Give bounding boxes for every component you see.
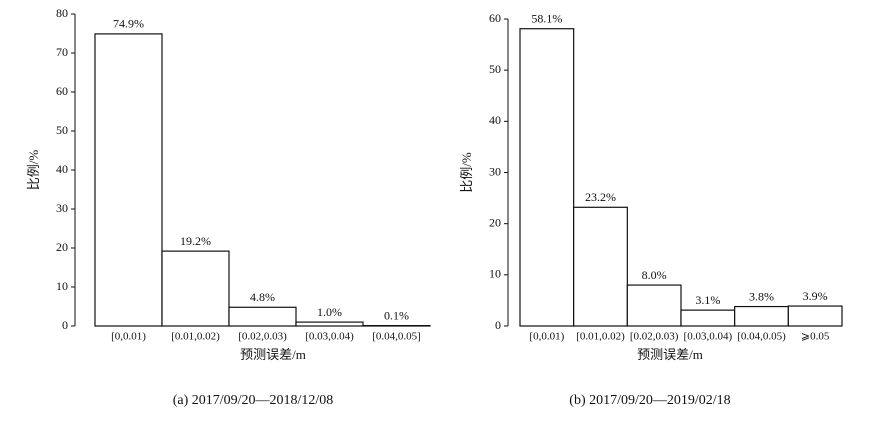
bar: [161, 250, 230, 327]
bar: [94, 33, 163, 327]
bar: [573, 206, 628, 327]
y-tick-label: 50: [56, 123, 68, 137]
value-label: 19.2%: [180, 234, 211, 248]
value-label: 23.2%: [585, 190, 616, 204]
value-label: 0.1%: [384, 308, 409, 322]
bar: [787, 305, 843, 327]
bar: [680, 309, 736, 327]
value-label: 58.1%: [531, 11, 562, 25]
y-tick-label: 40: [489, 113, 501, 127]
y-tick-label: 30: [56, 201, 68, 215]
bar: [734, 305, 789, 327]
y-tick-label: 40: [56, 162, 68, 176]
y-tick-label: 20: [56, 240, 68, 254]
bar: [228, 306, 297, 327]
value-label: 4.8%: [250, 290, 275, 304]
y-tick-label: 80: [56, 6, 68, 20]
caption: (a) 2017/09/20—2018/12/08: [173, 393, 334, 408]
bar: [626, 284, 682, 327]
y-axis-label: 比例/%: [459, 152, 474, 193]
caption: (b) 2017/09/20—2019/02/18: [569, 393, 730, 408]
x-tick-label: [0.03,0.04): [305, 331, 354, 343]
y-tick-label: 50: [489, 62, 501, 76]
x-tick-label: [0.02,0.03): [630, 331, 679, 343]
y-tick-label: 10: [56, 279, 68, 293]
x-tick-label: [0.01,0.02): [576, 331, 625, 343]
value-label: 3.8%: [749, 289, 774, 303]
y-tick-label: 0: [62, 318, 68, 332]
x-tick-label: [0.03,0.04): [684, 331, 733, 343]
x-tick-label: [0.01,0.02): [171, 331, 220, 343]
x-tick-label: [0.04,0.05]: [372, 331, 421, 343]
x-tick-label: [0,0.01): [529, 331, 564, 343]
y-tick-label: 0: [495, 318, 501, 332]
y-tick-label: 30: [489, 164, 501, 178]
y-tick-label: 70: [56, 45, 68, 59]
x-tick-label: [0,0.01): [111, 331, 146, 343]
y-tick-label: 20: [489, 215, 501, 229]
x-tick-label: [0.04,0.05): [737, 331, 786, 343]
x-tick-label: ⩾0.05: [801, 331, 830, 343]
bar: [295, 321, 364, 327]
y-tick-label: 10: [489, 267, 501, 281]
x-axis-label: 预测误差/m: [637, 347, 703, 362]
value-label: 74.9%: [113, 17, 144, 31]
bar: [519, 28, 575, 327]
y-tick-label: 60: [56, 84, 68, 98]
value-label: 3.9%: [803, 289, 828, 303]
value-label: 8.0%: [642, 268, 667, 282]
value-label: 3.1%: [695, 293, 720, 307]
x-tick-label: [0.02,0.03): [238, 331, 287, 343]
y-axis-label: 比例/%: [26, 150, 41, 191]
x-axis-label: 预测误差/m: [240, 347, 306, 362]
y-tick-label: 60: [489, 11, 501, 25]
value-label: 1.0%: [317, 305, 342, 319]
